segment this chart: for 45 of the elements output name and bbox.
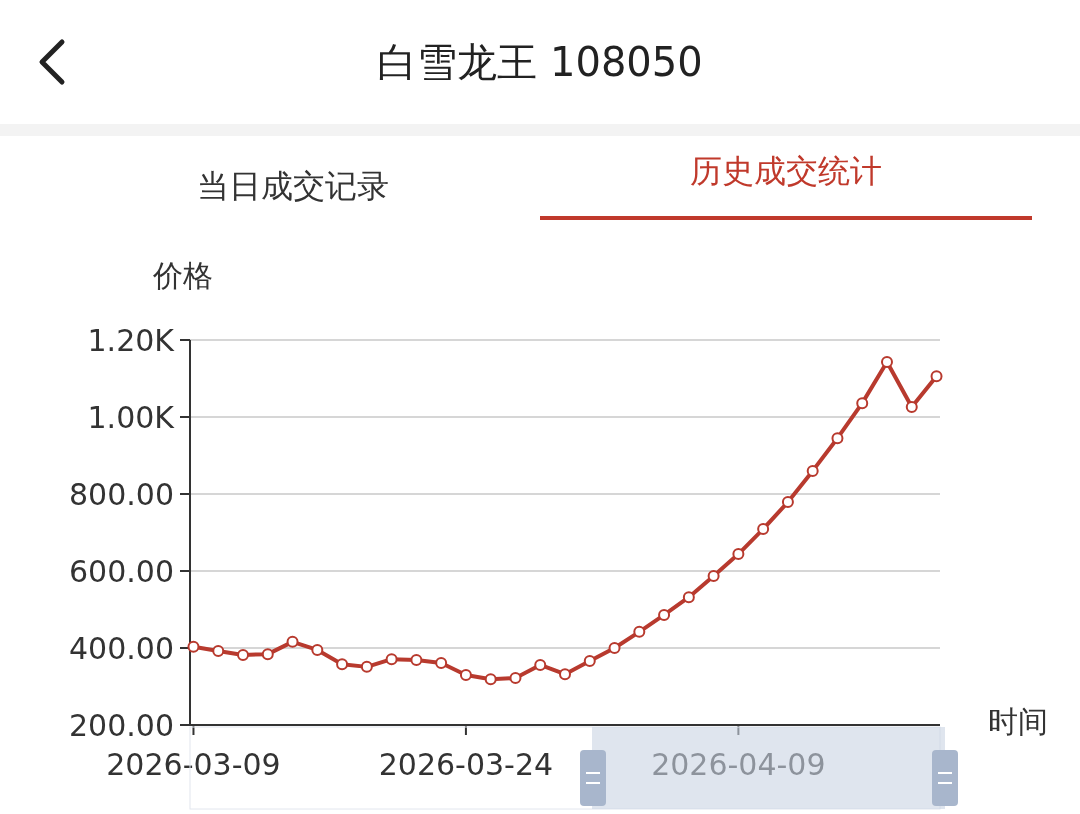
y-tick-label: 1.00K [87,399,176,435]
point [410,653,423,666]
point [286,635,299,648]
y-tick-label: 1.20K [87,322,176,358]
x-tick-label: 2026-03-09 [106,747,281,782]
x-axis-title: 时间 [988,704,1048,739]
point [336,658,349,671]
point [732,548,745,561]
point [187,640,200,653]
point [658,608,671,621]
point [360,660,373,673]
point [311,643,324,656]
point [682,591,695,604]
point [707,570,720,583]
point [261,648,274,661]
point [633,625,646,638]
chart-title: 白雪龙王 108050 [377,39,703,85]
point [385,653,398,666]
point [856,397,869,410]
point [881,355,893,368]
y-tick-label: 200.00 [69,707,174,743]
point [583,655,596,668]
point [781,496,794,509]
x-tick-label: 2026-04-09 [651,747,826,782]
point [435,657,448,670]
point [509,672,522,685]
point [930,370,943,383]
point [831,432,844,445]
text: 历史成交统计 [690,152,882,190]
point [806,464,819,477]
x-tick-label: 2026-03-24 [378,747,554,782]
y-tick-label: 400.00 [69,630,174,666]
point [757,523,770,536]
point [608,642,621,654]
point [484,673,497,686]
y-axis-title: 价格 [152,258,213,293]
text: 当日成交记录 [197,167,389,205]
point [905,400,918,413]
y-tick-label: 800.00 [69,476,174,512]
point [459,668,472,681]
point [534,658,547,671]
point [212,645,225,658]
point [237,648,250,661]
y-tick-label: 600.00 [69,553,174,589]
point [559,668,571,681]
